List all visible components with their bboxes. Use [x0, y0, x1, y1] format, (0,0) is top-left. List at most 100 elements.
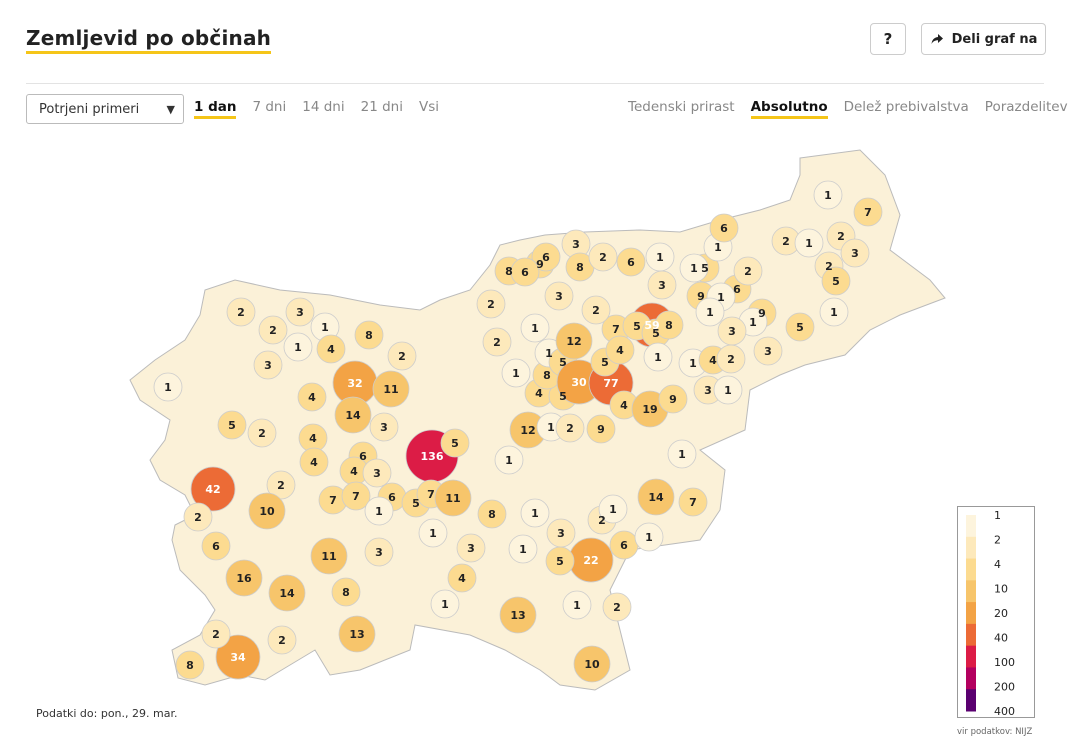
tab-1-dan[interactable]: 1 dan: [194, 99, 237, 119]
municipality-area[interactable]: [573, 645, 611, 683]
municipality-area[interactable]: [853, 197, 883, 227]
municipality-value-label: 5: [601, 356, 609, 369]
municipality-area[interactable]: [253, 350, 283, 380]
municipality-area[interactable]: [299, 447, 329, 477]
municipality-area[interactable]: [647, 270, 677, 300]
municipality-area[interactable]: [247, 418, 277, 448]
municipality-area[interactable]: [175, 650, 205, 680]
municipality-area[interactable]: [310, 537, 348, 575]
municipality-area[interactable]: [477, 499, 507, 529]
municipality-area[interactable]: [456, 533, 486, 563]
municipality-area[interactable]: [753, 336, 783, 366]
municipality-area[interactable]: [602, 592, 632, 622]
municipality-area[interactable]: [716, 344, 746, 374]
municipality-area[interactable]: [605, 335, 635, 365]
municipality-area[interactable]: [248, 492, 286, 530]
tab-21-dni[interactable]: 21 dni: [360, 99, 403, 115]
municipality-area[interactable]: [201, 619, 231, 649]
municipality-area[interactable]: [598, 494, 628, 524]
municipality-area[interactable]: [266, 470, 296, 500]
municipality-area[interactable]: [215, 634, 261, 680]
municipality-area[interactable]: [190, 466, 236, 512]
municipality-area[interactable]: [667, 439, 697, 469]
municipality-area[interactable]: [494, 445, 524, 475]
tab-14-dni[interactable]: 14 dni: [302, 99, 345, 115]
municipality-area[interactable]: [643, 342, 673, 372]
municipality-area[interactable]: [440, 428, 470, 458]
municipality-area[interactable]: [508, 534, 538, 564]
municipality-area[interactable]: [733, 256, 763, 286]
municipality-area[interactable]: [634, 522, 664, 552]
tab-delez-prebivalstva[interactable]: Delež prebivalstva: [843, 99, 969, 115]
tab-vsi[interactable]: Vsi: [418, 99, 439, 115]
municipality-area[interactable]: [679, 253, 709, 283]
municipality-area[interactable]: [369, 412, 399, 442]
municipality-area[interactable]: [555, 413, 585, 443]
municipality-area[interactable]: [678, 487, 708, 517]
municipality-area[interactable]: [821, 266, 851, 296]
municipality-area[interactable]: [840, 238, 870, 268]
municipality-area[interactable]: [658, 384, 688, 414]
municipality-area[interactable]: [434, 479, 472, 517]
municipality-area[interactable]: [544, 281, 574, 311]
municipality-area[interactable]: [430, 589, 460, 619]
tab-absolutno[interactable]: Absolutno: [750, 99, 828, 119]
municipality-area[interactable]: [654, 310, 684, 340]
municipality-area[interactable]: [387, 341, 417, 371]
municipality-area[interactable]: [476, 289, 506, 319]
municipality-area[interactable]: [581, 295, 611, 325]
municipality-area[interactable]: [334, 396, 372, 434]
municipality-area[interactable]: [709, 213, 739, 243]
municipality-area[interactable]: [447, 563, 477, 593]
municipality-area[interactable]: [341, 481, 371, 511]
share-button[interactable]: Deli graf na: [921, 23, 1046, 55]
municipality-area[interactable]: [813, 180, 843, 210]
metric-select[interactable]: Potrjeni primeri ▼: [26, 94, 184, 124]
municipality-area[interactable]: [267, 625, 297, 655]
municipality-area[interactable]: [316, 334, 346, 364]
mode-tabs: Tedenski prirast Absolutno Delež prebiva…: [628, 99, 1068, 119]
municipality-area[interactable]: [637, 478, 675, 516]
municipality-area[interactable]: [153, 372, 183, 402]
municipality-area[interactable]: [819, 297, 849, 327]
municipality-area[interactable]: [695, 297, 725, 327]
municipality-area[interactable]: [354, 320, 384, 350]
municipality-area[interactable]: [546, 518, 576, 548]
municipality-area[interactable]: [285, 297, 315, 327]
municipality-area[interactable]: [520, 498, 550, 528]
municipality-area[interactable]: [226, 297, 256, 327]
municipality-area[interactable]: [364, 537, 394, 567]
municipality-area[interactable]: [510, 257, 540, 287]
help-button[interactable]: ?: [870, 23, 906, 55]
municipality-area[interactable]: [794, 228, 824, 258]
municipality-area[interactable]: [418, 518, 448, 548]
tab-7-dni[interactable]: 7 dni: [252, 99, 287, 115]
municipality-area[interactable]: [217, 410, 247, 440]
municipality-area[interactable]: [785, 312, 815, 342]
municipality-area[interactable]: [183, 502, 213, 532]
municipality-area[interactable]: [586, 414, 616, 444]
municipality-area[interactable]: [331, 577, 361, 607]
municipality-area[interactable]: [201, 531, 231, 561]
municipality-area[interactable]: [225, 559, 263, 597]
municipality-area[interactable]: [562, 590, 592, 620]
municipality-area[interactable]: [297, 382, 327, 412]
municipality-area[interactable]: [713, 375, 743, 405]
municipality-area[interactable]: [362, 458, 392, 488]
municipality-area[interactable]: [531, 242, 561, 272]
municipality-area[interactable]: [499, 596, 537, 634]
municipality-area[interactable]: [588, 242, 618, 272]
municipality-area[interactable]: [372, 370, 410, 408]
municipality-area[interactable]: [283, 332, 313, 362]
municipality-area[interactable]: [364, 496, 394, 526]
municipality-area[interactable]: [501, 358, 531, 388]
municipality-area[interactable]: [520, 313, 550, 343]
municipality-area[interactable]: [258, 315, 288, 345]
municipality-area[interactable]: [338, 615, 376, 653]
municipality-area[interactable]: [616, 247, 646, 277]
tab-porazdelitev[interactable]: Porazdelitev: [984, 99, 1068, 115]
tab-tedenski-prirast[interactable]: Tedenski prirast: [628, 99, 735, 115]
municipality-area[interactable]: [268, 574, 306, 612]
municipality-area[interactable]: [555, 322, 593, 360]
municipality-area[interactable]: [482, 327, 512, 357]
